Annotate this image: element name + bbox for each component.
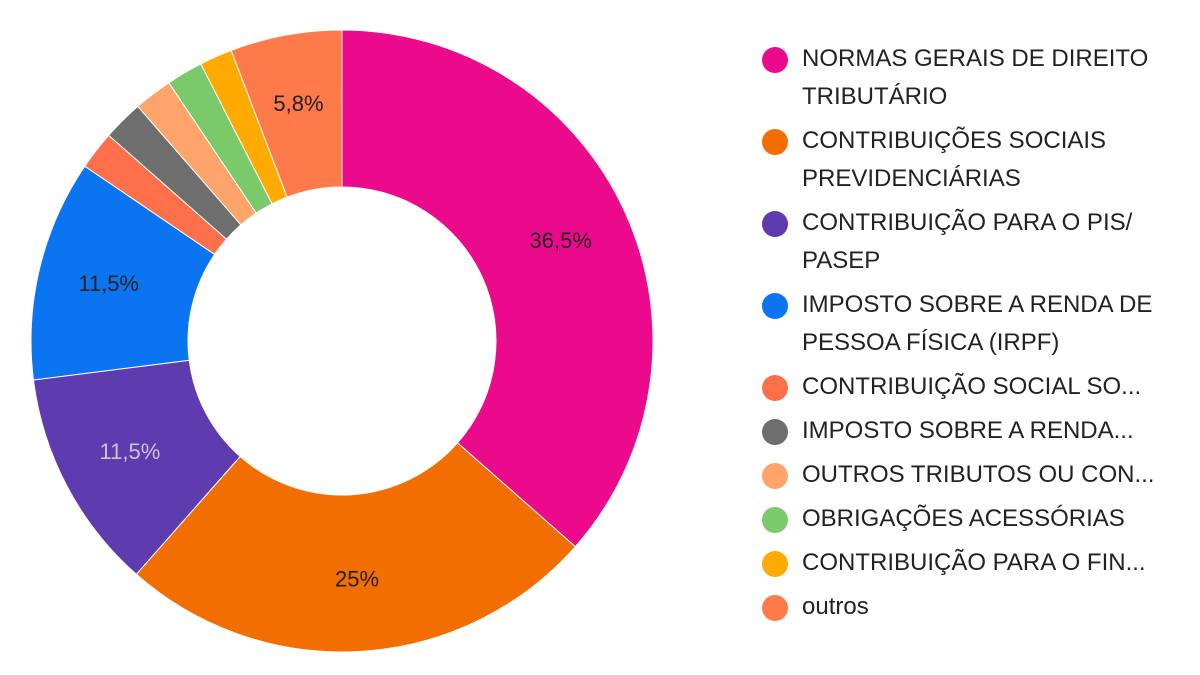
slice-labels-group: 36,5% 25% 11,5% 11,5% 5,8% xyxy=(78,91,592,592)
legend-label: CONTRIBUIÇÕES SOCIAIS PREVIDENCIÁRIAS xyxy=(802,127,1107,192)
legend-label: outros xyxy=(802,593,869,620)
donut-slice-1[interactable] xyxy=(341,29,654,548)
legend-label: CONTRIBUIÇÃO SOCIAL SO... xyxy=(802,373,1142,400)
legend-item-irpf[interactable]: IMPOSTO SOBRE A RENDA DE PESSOA FÍSICA (… xyxy=(762,286,1192,362)
legend-swatch xyxy=(762,211,788,237)
legend-label: NORMAS GERAIS DE DIREITO TRIBUTÁRIO xyxy=(802,45,1149,110)
donut-slice-4[interactable] xyxy=(30,165,216,381)
legend-label: IMPOSTO SOBRE A RENDA DE PESSOA FÍSICA (… xyxy=(802,291,1153,356)
legend-item-contribuicao-social[interactable]: CONTRIBUIÇÃO SOCIAL SO... xyxy=(762,368,1192,406)
legend-swatch xyxy=(762,47,788,73)
legend-swatch xyxy=(762,595,788,621)
legend-swatch xyxy=(762,129,788,155)
legend-swatch xyxy=(762,463,788,489)
legend-swatch xyxy=(762,551,788,577)
slices-group xyxy=(30,29,654,653)
legend-item-outros[interactable]: outros xyxy=(762,588,1192,626)
legend-item-imposto-renda[interactable]: IMPOSTO SOBRE A RENDA... xyxy=(762,412,1192,450)
slice-label-1: 36,5% xyxy=(530,228,592,253)
legend-swatch xyxy=(762,375,788,401)
slice-label-4: 11,5% xyxy=(78,271,139,296)
legend-label: CONTRIBUIÇÃO PARA O FIN... xyxy=(802,549,1146,576)
legend-item-normas-gerais[interactable]: NORMAS GERAIS DE DIREITO TRIBUTÁRIO xyxy=(762,40,1192,116)
legend-swatch xyxy=(762,507,788,533)
legend-item-pis-pasep[interactable]: CONTRIBUIÇÃO PARA O PIS/ PASEP xyxy=(762,204,1192,280)
slice-label-3: 11,5% xyxy=(100,439,161,464)
donut-slice-2[interactable] xyxy=(135,442,576,653)
legend-label: OUTROS TRIBUTOS OU CON... xyxy=(802,461,1155,488)
donut-slice-10[interactable] xyxy=(230,29,343,198)
legend: NORMAS GERAIS DE DIREITO TRIBUTÁRIO CONT… xyxy=(762,40,1192,632)
legend-label: IMPOSTO SOBRE A RENDA... xyxy=(802,417,1134,444)
legend-item-outros-tributos[interactable]: OUTROS TRIBUTOS OU CON... xyxy=(762,456,1192,494)
legend-item-contribuicao-fin[interactable]: CONTRIBUIÇÃO PARA O FIN... xyxy=(762,544,1192,582)
slice-label-2: 25% xyxy=(335,566,379,591)
legend-label: CONTRIBUIÇÃO PARA O PIS/ PASEP xyxy=(802,209,1133,274)
donut-slice-3[interactable] xyxy=(32,359,241,575)
legend-swatch xyxy=(762,293,788,319)
legend-item-contribuicoes-previdenciarias[interactable]: CONTRIBUIÇÕES SOCIAIS PREVIDENCIÁRIAS xyxy=(762,122,1192,198)
legend-item-obrigacoes-acessorias[interactable]: OBRIGAÇÕES ACESSÓRIAS xyxy=(762,500,1192,538)
legend-label: OBRIGAÇÕES ACESSÓRIAS xyxy=(802,505,1125,532)
slice-label-10: 5,8% xyxy=(273,91,323,116)
legend-swatch xyxy=(762,419,788,445)
